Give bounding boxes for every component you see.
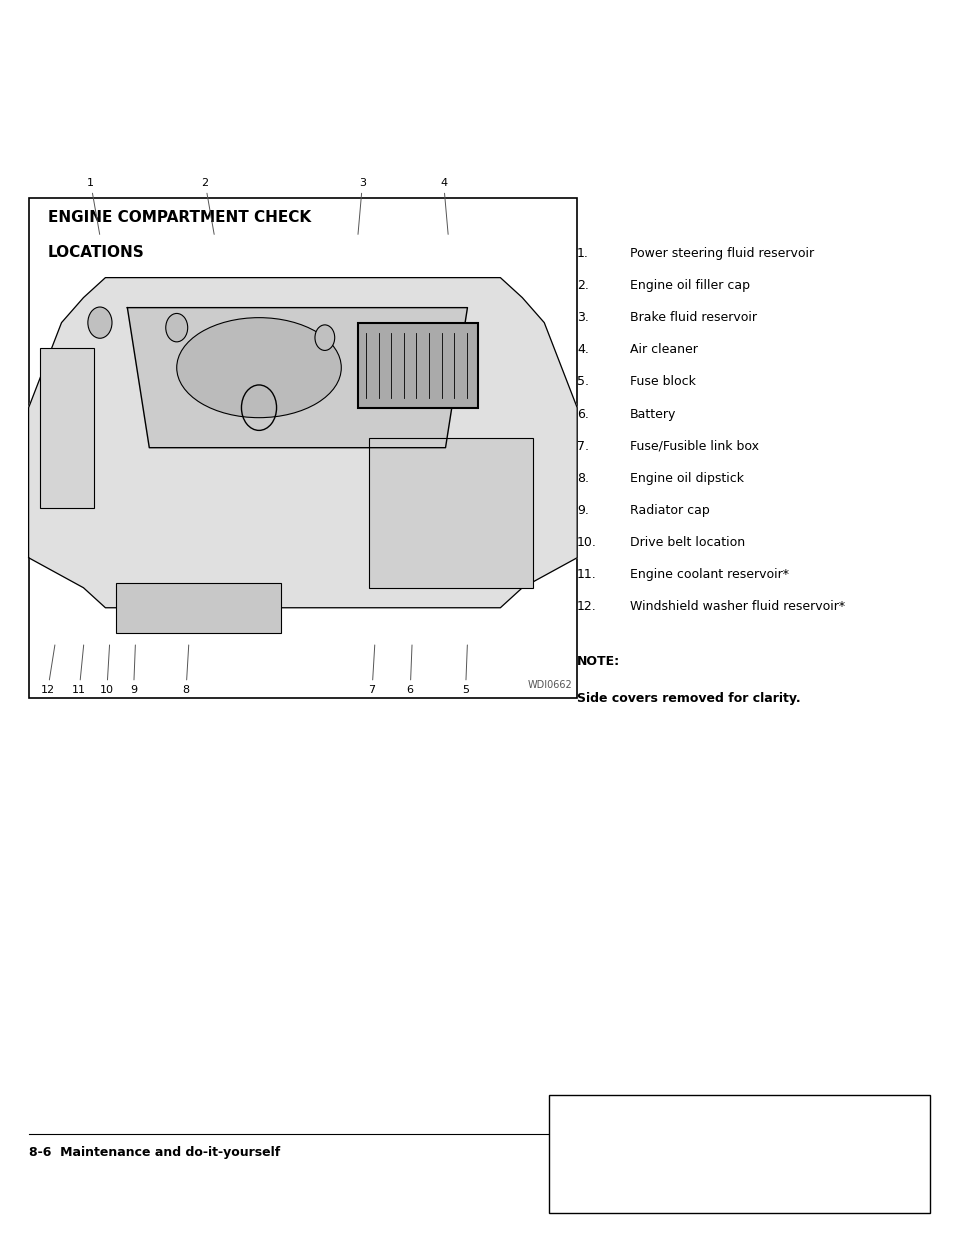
Text: 7: 7: [368, 645, 375, 695]
Text: 5: 5: [461, 645, 469, 695]
Text: 8: 8: [182, 645, 190, 695]
Ellipse shape: [176, 317, 341, 417]
Bar: [116, 583, 280, 632]
Text: 9.: 9.: [577, 504, 588, 517]
Text: 12.: 12.: [577, 600, 597, 614]
Text: 3: 3: [357, 178, 366, 235]
Text: 1.: 1.: [577, 247, 588, 261]
Text: 4.: 4.: [577, 343, 588, 357]
Circle shape: [88, 308, 112, 338]
Text: 11.: 11.: [577, 568, 597, 582]
Text: Air cleaner: Air cleaner: [629, 343, 697, 357]
Text: Brake fluid reservoir: Brake fluid reservoir: [629, 311, 756, 325]
Text: 9: 9: [130, 645, 137, 695]
Text: NOTE:: NOTE:: [577, 655, 619, 668]
Text: 7.: 7.: [577, 440, 589, 453]
Bar: [368, 437, 533, 588]
Text: ENGINE COMPARTMENT CHECK: ENGINE COMPARTMENT CHECK: [48, 210, 311, 225]
Text: 11: 11: [72, 645, 86, 695]
Text: 10.: 10.: [577, 536, 597, 550]
Text: Engine oil dipstick: Engine oil dipstick: [629, 472, 742, 485]
Polygon shape: [29, 278, 577, 608]
Text: 10: 10: [100, 645, 113, 695]
Text: Engine coolant reservoir*: Engine coolant reservoir*: [629, 568, 788, 582]
Bar: [29, 198, 577, 698]
Text: 3.: 3.: [577, 311, 588, 325]
Text: Radiator cap: Radiator cap: [629, 504, 709, 517]
Text: 12: 12: [41, 645, 55, 695]
Polygon shape: [128, 308, 467, 448]
Text: Drive belt location: Drive belt location: [629, 536, 744, 550]
Text: REVIEW COPY—2009 Maxima (max): REVIEW COPY—2009 Maxima (max): [575, 1112, 781, 1121]
Text: 6.: 6.: [577, 408, 588, 421]
Text: 2.: 2.: [577, 279, 588, 293]
Text: ☎: ☎: [562, 1112, 575, 1121]
Text: 2: 2: [201, 178, 213, 235]
Bar: [40, 348, 94, 508]
Text: 10/20/08—debbie: 10/20/08—debbie: [575, 1173, 667, 1183]
Text: 4: 4: [439, 178, 448, 235]
Text: LOCATIONS: LOCATIONS: [48, 245, 144, 259]
Text: 5.: 5.: [577, 375, 589, 389]
Text: Battery: Battery: [629, 408, 676, 421]
Bar: [357, 322, 478, 408]
Text: Fuse/Fusible link box: Fuse/Fusible link box: [629, 440, 758, 453]
Text: WDI0662: WDI0662: [527, 680, 572, 690]
Circle shape: [166, 314, 188, 342]
Text: Owners Manual—USA_English (nna): Owners Manual—USA_English (nna): [575, 1142, 781, 1152]
Text: 8.: 8.: [577, 472, 589, 485]
Text: Fuse block: Fuse block: [629, 375, 695, 389]
Text: 1: 1: [87, 178, 99, 235]
Text: Power steering fluid reservoir: Power steering fluid reservoir: [629, 247, 813, 261]
Bar: [548, 1095, 929, 1213]
Text: 8-6  Maintenance and do-it-yourself: 8-6 Maintenance and do-it-yourself: [29, 1146, 279, 1160]
Text: Engine oil filler cap: Engine oil filler cap: [629, 279, 749, 293]
Circle shape: [314, 325, 335, 351]
Text: Side covers removed for clarity.: Side covers removed for clarity.: [577, 692, 800, 705]
Text: Windshield washer fluid reservoir*: Windshield washer fluid reservoir*: [629, 600, 843, 614]
Text: 6: 6: [406, 645, 414, 695]
